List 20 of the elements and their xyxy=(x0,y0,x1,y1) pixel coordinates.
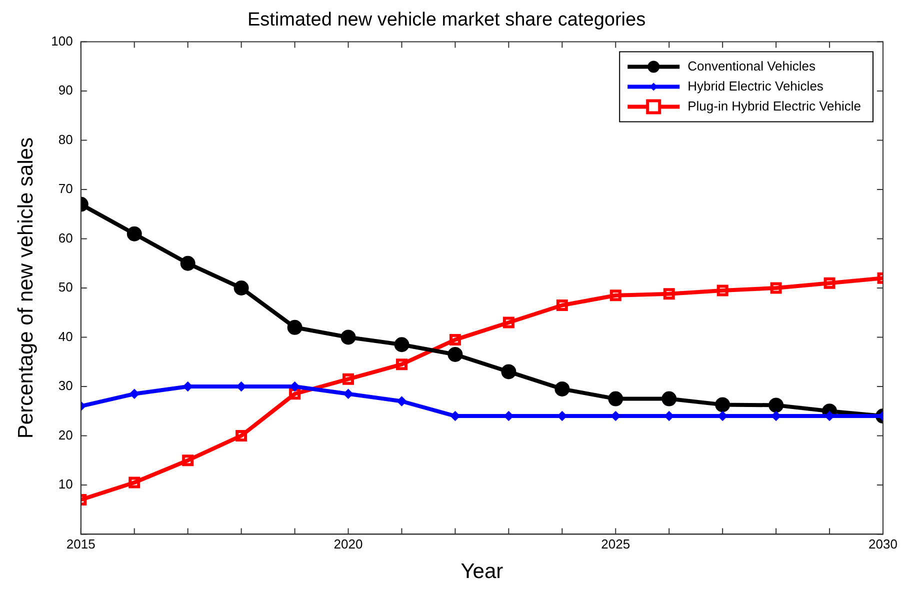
legend-label: Conventional Vehicles xyxy=(688,58,816,74)
y-tick-label: 80 xyxy=(58,132,73,147)
x-tick-label: 2015 xyxy=(66,536,96,552)
y-tick-label: 50 xyxy=(58,280,73,295)
legend-label: Hybrid Electric Vehicles xyxy=(688,78,824,94)
legend-label: Plug-in Hybrid Electric Vehicle xyxy=(688,98,861,114)
y-tick-label: 10 xyxy=(58,476,73,492)
chart-title: Estimated new vehicle market share categories xyxy=(247,10,646,31)
y-tick-label: 30 xyxy=(58,378,73,394)
y-tick-label: 90 xyxy=(58,82,73,98)
y-tick-label: 100 xyxy=(51,33,73,48)
y-tick-label: 60 xyxy=(58,230,73,246)
x-tick-label: 2030 xyxy=(868,536,898,552)
x-axis-title: Year xyxy=(460,560,504,584)
y-axis-title: Percentage of new vehicle sales xyxy=(14,137,38,439)
y-tick-label: 20 xyxy=(58,427,73,442)
y-tick-label: 40 xyxy=(58,328,73,344)
x-tick-label: 2020 xyxy=(334,536,363,552)
x-tick-label: 2025 xyxy=(601,536,630,552)
y-tick-label: 70 xyxy=(58,181,73,196)
